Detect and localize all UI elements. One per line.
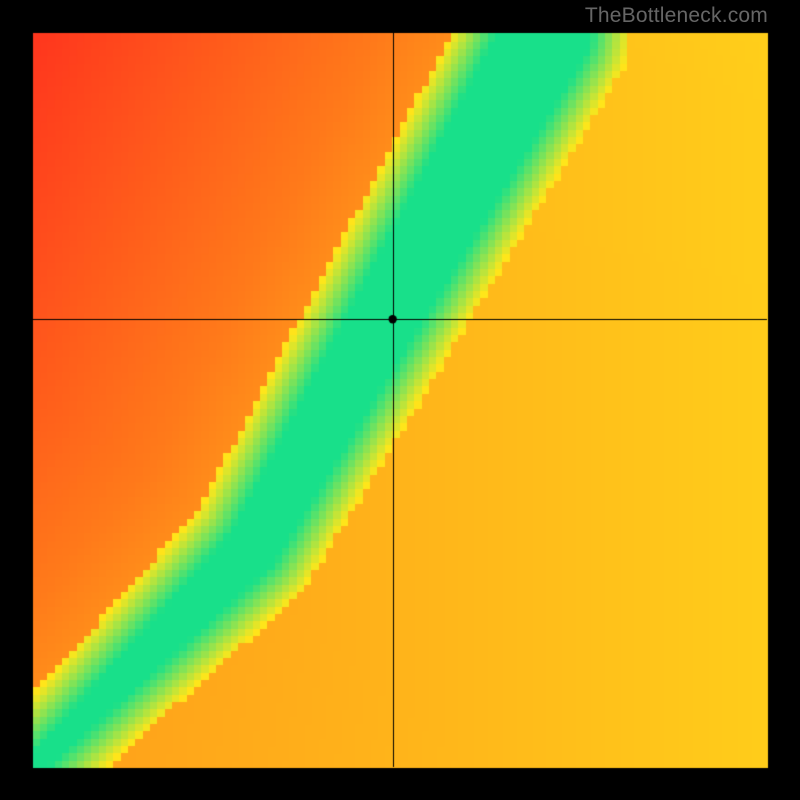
watermark-text: TheBottleneck.com [585,4,768,28]
bottleneck-heatmap [0,0,800,800]
chart-container: TheBottleneck.com [0,0,800,800]
